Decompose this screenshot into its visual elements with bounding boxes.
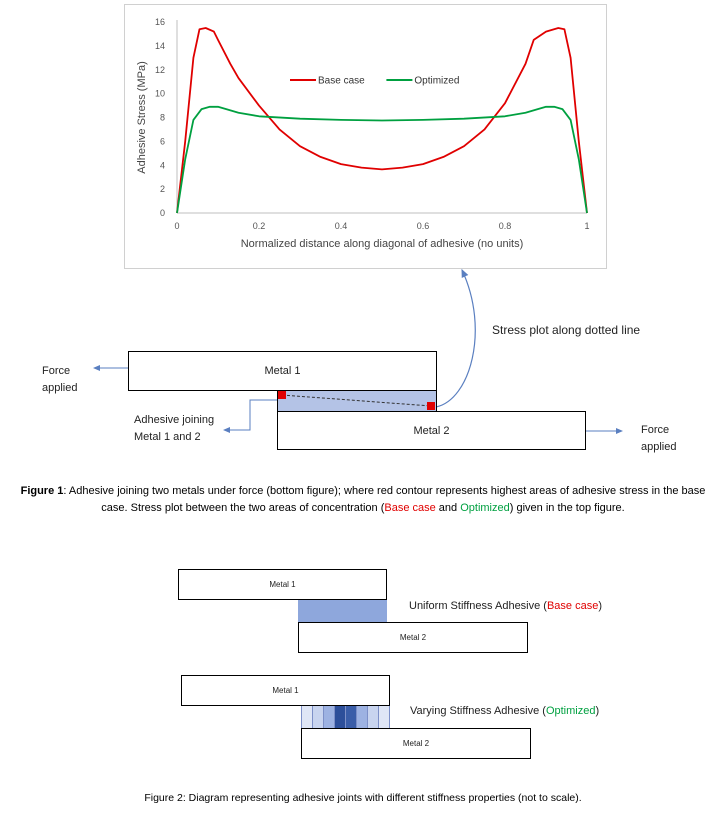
y-tick-label: 16 <box>155 17 165 27</box>
fig2-uniform-label: Uniform Stiffness Adhesive (Base case) <box>409 598 602 615</box>
y-tick-label: 2 <box>160 184 165 194</box>
adhesive-segment <box>357 706 368 728</box>
fig2-bottom-metal-1-label: Metal 1 <box>272 686 299 695</box>
adhesive-segment <box>368 706 379 728</box>
metal-2-label: Metal 2 <box>413 424 450 437</box>
adhesive-segment <box>313 706 324 728</box>
fig2-top-metal-1: Metal 1 <box>178 569 387 600</box>
fig2-uniform-label-prefix: Uniform Stiffness Adhesive ( <box>409 600 547 612</box>
x-tick-label: 0.6 <box>417 221 430 231</box>
force-right-line2: applied <box>641 441 677 453</box>
x-tick-label: 0.2 <box>253 221 266 231</box>
y-tick-label: 4 <box>160 160 165 170</box>
fig2-uniform-label-highlight: Base case <box>546 600 599 612</box>
x-tick-label: 0.4 <box>335 221 348 231</box>
adhesive-segment <box>379 706 390 728</box>
fig2-bottom-metal-2: Metal 2 <box>301 728 531 759</box>
metal-1-block: Metal 1 <box>128 351 437 391</box>
dotted-line <box>281 394 432 407</box>
fig1-connectors <box>93 268 623 434</box>
metal-1-label: Metal 1 <box>264 365 301 377</box>
fig2-bottom-metal-1: Metal 1 <box>181 675 390 706</box>
fig2-uniform-label-suffix: ) <box>598 600 603 612</box>
adhesive-label-line1: Adhesive joining <box>134 414 215 426</box>
force-left-line1: Force <box>42 365 71 377</box>
fig2-top-metal-2-label: Metal 2 <box>399 633 427 642</box>
force-right-line1: Force <box>641 424 670 436</box>
stress-chart: 0 2 4 6 8 10 12 14 16 0 0.2 0.4 0.6 0.8 1 Normalized di… <box>124 4 607 269</box>
x-axis-title: Normalized distance along diagonal of ad… <box>241 238 524 250</box>
figure-1-caption-part2: ) given in the top figure. <box>509 502 625 514</box>
stress-chart-svg: 0 2 4 6 8 10 12 14 16 0 0.2 0.4 0.6 0.8 1 Normalized di… <box>136 17 590 250</box>
figure-1-caption: Figure 1: Adhesive joining two metals un… <box>16 483 710 517</box>
y-tick-label: 14 <box>155 41 165 51</box>
y-tick-label: 12 <box>155 65 165 75</box>
fig2-top-metal-1-label: Metal 1 <box>269 580 296 589</box>
figure-1-caption-part1: : Adhesive joining two metals under forc… <box>63 485 706 514</box>
adhesive-segment <box>324 706 335 728</box>
y-tick-label: 8 <box>160 113 165 123</box>
force-left-label: Force applied <box>42 363 77 397</box>
x-tick-label: 0.8 <box>499 221 512 231</box>
figure-1-caption-opt: Optimized <box>460 502 510 514</box>
adhesive-leader <box>223 399 277 433</box>
fig2-varying-label-suffix: ) <box>595 705 600 717</box>
figure-1-caption-base: Base case <box>384 502 436 514</box>
metal-2-block: Metal 2 <box>277 411 586 450</box>
x-tick-label: 0 <box>174 221 179 231</box>
series-line-optimized <box>176 105 588 214</box>
fig2-bottom-metal-2-label: Metal 2 <box>402 739 430 748</box>
legend-label: Base case <box>318 76 365 87</box>
fig2-uniform-adhesive <box>298 600 387 622</box>
y-tick-label: 10 <box>155 89 165 99</box>
adhesive-label-line2: Metal 1 and 2 <box>134 431 201 443</box>
fig2-varying-label-prefix: Varying Stiffness Adhesive ( <box>410 705 546 717</box>
adhesive-label: Adhesive joining Metal 1 and 2 <box>134 412 214 446</box>
stress-plot-arrow <box>435 268 476 408</box>
figure-1-caption-label: Figure 1 <box>20 485 64 497</box>
fig2-varying-label: Varying Stiffness Adhesive (Optimized) <box>410 703 599 720</box>
fig2-varying-label-highlight: Optimized <box>545 705 596 717</box>
fig2-top-metal-2: Metal 2 <box>298 622 528 653</box>
series-line-base-case <box>176 27 588 214</box>
stress-plot-annotation: Stress plot along dotted line <box>492 323 641 337</box>
adhesive-segment <box>346 706 357 728</box>
x-tick-label: 1 <box>584 221 589 231</box>
legend-label: Optimized <box>414 76 459 87</box>
stress-concentration-right <box>427 402 435 410</box>
adhesive-segment <box>302 706 313 728</box>
y-tick-label: 6 <box>160 136 165 146</box>
y-axis-title: Adhesive Stress (MPa) <box>136 61 148 173</box>
adhesive-segment <box>335 706 346 728</box>
fig2-varying-adhesive <box>301 706 390 728</box>
figure-2-caption: Figure 2: Diagram representing adhesive … <box>144 792 582 804</box>
figure-1-caption-and: and <box>435 502 461 514</box>
y-tick-label: 0 <box>160 208 165 218</box>
force-left-line2: applied <box>42 382 78 394</box>
adhesive-diagonal <box>278 391 435 410</box>
stress-concentration-left <box>278 391 286 399</box>
force-right-label: Force applied <box>641 422 676 456</box>
